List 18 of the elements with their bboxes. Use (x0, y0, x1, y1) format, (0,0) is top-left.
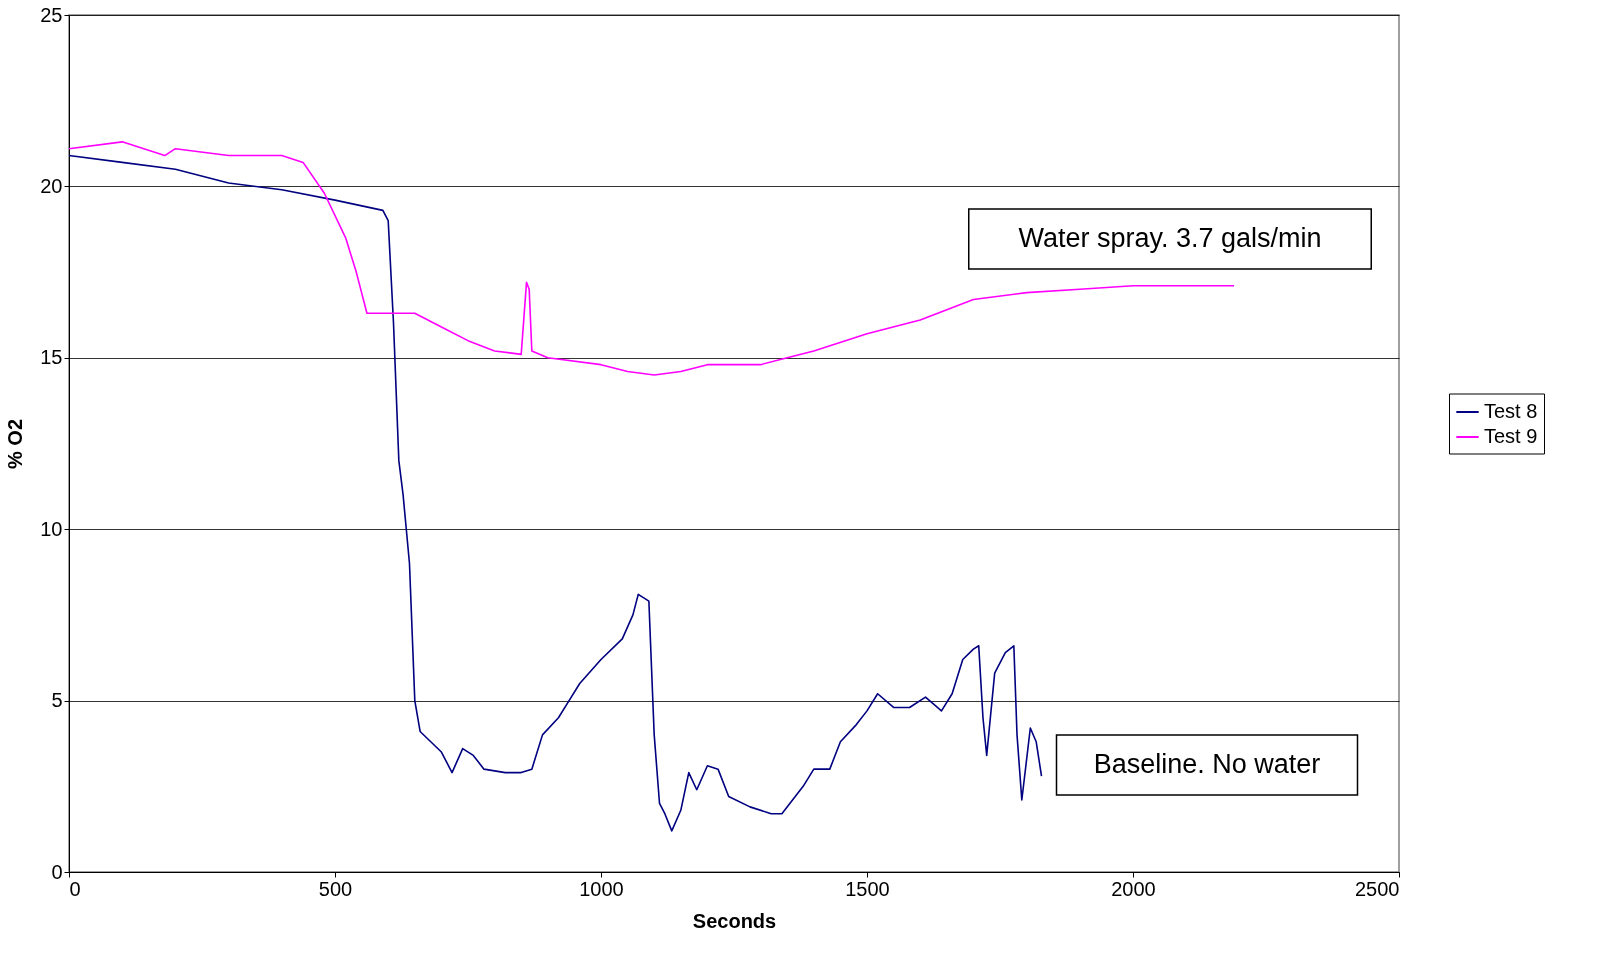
x-tick-label: 0 (69, 877, 81, 900)
legend-label: Test 8 (1484, 400, 1538, 422)
x-axis-title: Seconds (692, 909, 777, 932)
x-tick-label: 500 (318, 877, 353, 900)
x-tick-label: 1000 (579, 877, 624, 900)
y-tick-label: 25 (40, 3, 63, 26)
annotation: Baseline. No water (1093, 749, 1321, 779)
y-axis-title: % O2 (4, 418, 27, 470)
y-tick-label: 15 (40, 346, 63, 369)
y-tick-label: 0 (51, 860, 63, 883)
y-tick-label: 10 (40, 517, 63, 540)
y-tick-label: 20 (40, 174, 63, 197)
x-tick-label: 2000 (1111, 877, 1156, 900)
legend-label: Test 9 (1484, 425, 1538, 447)
x-tick-label: 2500 (1355, 877, 1400, 900)
x-tick-label: 1500 (845, 877, 890, 900)
y-tick-label: 5 (51, 689, 63, 712)
annotation: Water spray. 3.7 gals/min (1018, 223, 1322, 253)
